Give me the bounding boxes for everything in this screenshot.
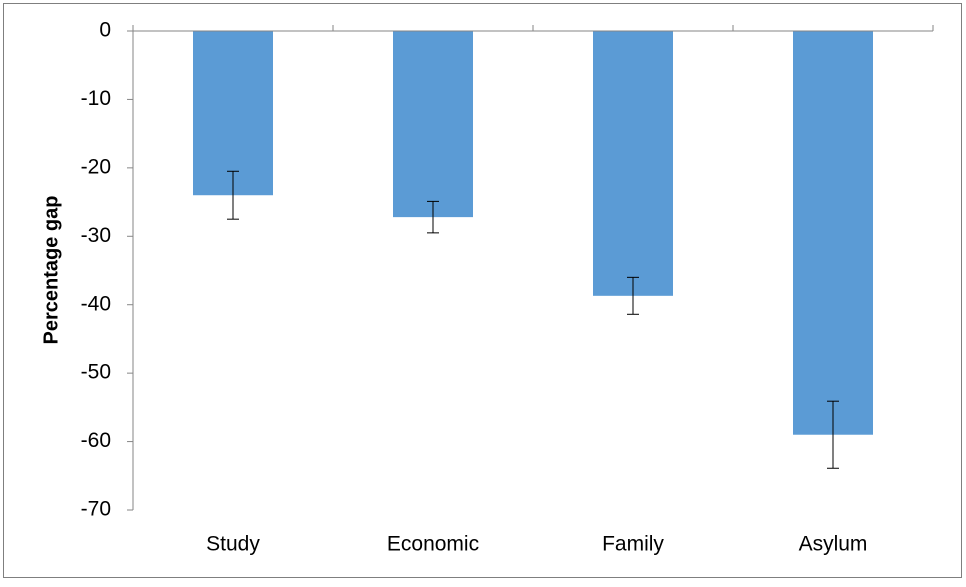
bar	[793, 31, 873, 435]
y-tick-label: -50	[81, 361, 111, 384]
y-axis-label: Percentage gap	[40, 196, 62, 345]
y-tick-label: 0	[99, 19, 111, 42]
x-tick-label: Asylum	[799, 533, 868, 556]
bar	[393, 31, 473, 218]
y-tick-label: -40	[81, 292, 111, 315]
y-tick-label: -60	[81, 429, 111, 452]
y-tick-label: -10	[81, 87, 111, 110]
bar	[593, 31, 673, 296]
y-tick-label: -70	[81, 498, 111, 521]
x-tick-label: Economic	[387, 533, 479, 556]
y-tick-label: -20	[81, 155, 111, 178]
y-tick-label: -30	[81, 224, 111, 247]
x-tick-label: Family	[602, 533, 664, 556]
bar	[193, 31, 273, 196]
x-tick-label: Study	[206, 533, 260, 556]
